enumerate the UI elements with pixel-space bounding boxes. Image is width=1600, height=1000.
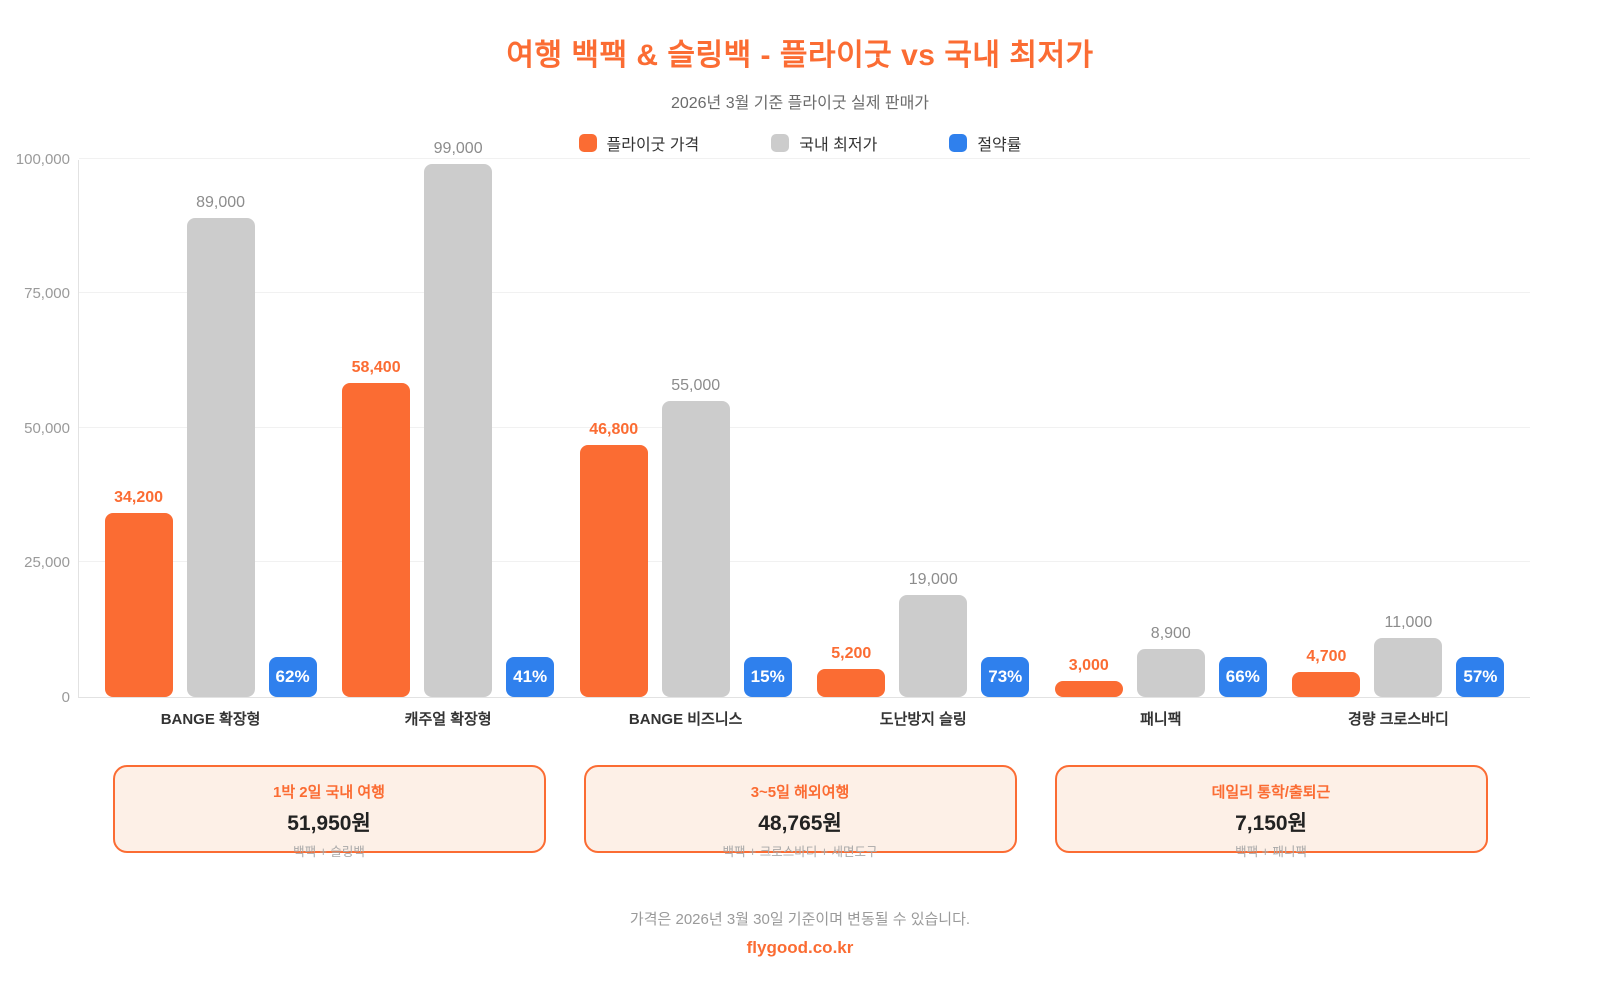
chart-group-2: 58,400 99,000 41% 캐주얼 확장형 (342, 140, 555, 728)
category-label: 경량 크로스바디 (1347, 711, 1449, 728)
gridline (79, 158, 1530, 159)
footer: 가격은 2026년 3월 30일 기준이며 변동될 수 있습니다. flygoo… (0, 908, 1600, 958)
bundle-card-price: 48,765원 (758, 812, 842, 835)
flygood-price-label: 4,700 (1306, 648, 1347, 665)
category-label: BANGE 비즈니스 (628, 711, 743, 728)
flygood-price-label: 46,800 (589, 421, 639, 438)
page-title: 여행 백팩 & 슬링백 - 플라이굿 vs 국내 최저가 (506, 39, 1094, 72)
legend-item-0: 플라이굿 가격 (578, 131, 700, 155)
savings-badge: 15% (743, 657, 792, 697)
legend-swatch-icon (949, 134, 968, 152)
footer-site-link[interactable]: flygood.co.kr (746, 938, 854, 957)
market-price-bar: 89,000 (186, 194, 255, 697)
market-price-bar: 19,000 (899, 571, 968, 697)
price-comparison-chart: 34,200 89,000 62% BANGE 확장형 58,400 99,000 41% 캐… (0, 140, 1600, 735)
bundle-card-items: 백팩 + 슬링백 (293, 845, 365, 859)
y-axis-tick: 100,000 (15, 151, 70, 168)
y-axis-tick: 0 (61, 689, 70, 706)
market-price-bar: 99,000 (424, 140, 493, 697)
market-price-bar: 8,900 (1136, 625, 1205, 697)
gridline (79, 561, 1530, 562)
bundle-card-items: 백팩 + 크로스바디 + 세면도구 (722, 845, 878, 859)
flygood-price-label: 5,200 (831, 645, 872, 662)
bundle-card-price: 7,150원 (1235, 812, 1307, 835)
legend-label: 국내 최저가 (799, 137, 878, 154)
legend-swatch-icon (578, 134, 597, 152)
page-subtitle: 2026년 3월 기준 플라이굿 실제 판매가 (670, 95, 930, 112)
y-axis-tick: 50,000 (24, 420, 70, 437)
flygood-price-bar: 3,000 (1054, 657, 1123, 697)
market-price-label: 55,000 (671, 377, 721, 394)
bundle-card-items: 백팩 + 패니팩 (1235, 845, 1307, 859)
y-axis-tick: 75,000 (24, 285, 70, 302)
savings-badge: 57% (1456, 657, 1505, 697)
category-label: 패니팩 (1140, 711, 1182, 728)
chart-group-3: 46,800 55,000 15% BANGE 비즈니스 (579, 160, 792, 728)
savings-badge: 66% (1218, 657, 1267, 697)
bundle-card-title: 1박 2일 국내 여행 (273, 784, 385, 801)
market-price-bar: 55,000 (661, 377, 730, 697)
savings-badge: 62% (268, 657, 317, 697)
gridline (79, 427, 1530, 428)
savings-badge: 41% (506, 657, 555, 697)
category-label: 도난방지 슬링 (879, 711, 967, 728)
legend-item-1: 국내 최저가 (771, 131, 877, 155)
chart-group-4: 5,200 19,000 73% 도난방지 슬링 (817, 160, 1030, 728)
flygood-price-bar: 58,400 (342, 359, 411, 697)
y-axis-tick: 25,000 (24, 554, 70, 571)
flygood-price-bar: 4,700 (1292, 648, 1361, 697)
market-price-label: 8,900 (1150, 625, 1191, 642)
flygood-price-label: 58,400 (351, 359, 401, 376)
category-label: 캐주얼 확장형 (404, 711, 492, 728)
plot-area: 34,200 89,000 62% BANGE 확장형 58,400 99,000 41% 캐… (78, 140, 1530, 728)
savings-badge: 73% (981, 657, 1030, 697)
legend-label: 플라이굿 가격 (606, 137, 700, 154)
bundle-card-title: 데일리 통학/출퇴근 (1211, 784, 1331, 801)
bundle-card-price: 51,950원 (287, 812, 371, 835)
flygood-price-bar: 34,200 (104, 489, 173, 697)
market-price-label: 99,000 (433, 140, 483, 157)
legend-swatch-icon (771, 134, 790, 152)
chart-group-1: 34,200 89,000 62% BANGE 확장형 (104, 160, 317, 728)
market-price-label: 11,000 (1384, 614, 1433, 631)
market-price-label: 89,000 (196, 194, 246, 211)
chart-group-6: 4,700 11,000 57% 경량 크로스바디 (1292, 160, 1505, 728)
market-price-label: 19,000 (908, 571, 958, 588)
market-price-bar: 11,000 (1374, 614, 1443, 697)
gridline (79, 292, 1530, 293)
flygood-price-bar: 5,200 (817, 645, 886, 697)
legend-label: 절약률 (977, 137, 1022, 154)
legend-item-2: 절약률 (949, 131, 1021, 155)
flygood-price-bar: 46,800 (579, 421, 648, 697)
footer-note: 가격은 2026년 3월 30일 기준이며 변동될 수 있습니다. (629, 911, 971, 928)
bundle-card-title: 3~5일 해외여행 (750, 784, 850, 801)
chart-legend: 플라이굿 가격 국내 최저가 절약률 (0, 131, 1600, 155)
chart-group-5: 3,000 8,900 66% 패니팩 (1054, 160, 1267, 728)
flygood-price-label: 34,200 (114, 489, 164, 506)
flygood-price-label: 3,000 (1068, 657, 1109, 674)
category-label: BANGE 확장형 (160, 711, 261, 728)
